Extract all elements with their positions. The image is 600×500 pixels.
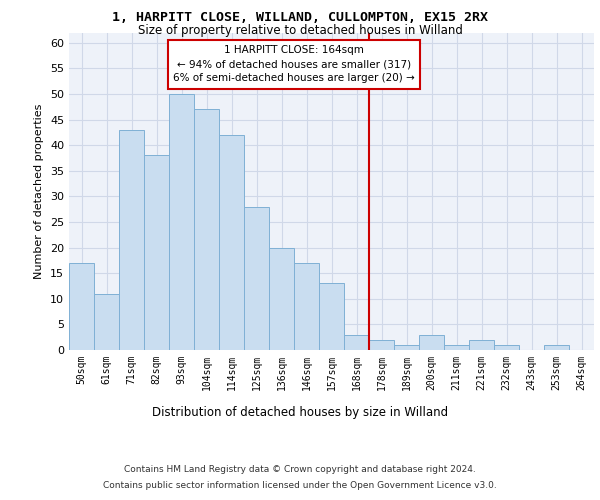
Text: 1 HARPITT CLOSE: 164sqm
← 94% of detached houses are smaller (317)
6% of semi-de: 1 HARPITT CLOSE: 164sqm ← 94% of detache… [173, 46, 415, 84]
Bar [119, 130, 144, 350]
Bar [169, 94, 194, 350]
Bar [244, 206, 269, 350]
Bar [419, 334, 444, 350]
Bar [319, 284, 344, 350]
Bar [144, 156, 169, 350]
Bar [544, 345, 569, 350]
Text: Contains HM Land Registry data © Crown copyright and database right 2024.: Contains HM Land Registry data © Crown c… [124, 464, 476, 473]
Bar [469, 340, 494, 350]
Bar [494, 345, 519, 350]
Bar [69, 263, 94, 350]
Y-axis label: Number of detached properties: Number of detached properties [34, 104, 44, 279]
Bar [444, 345, 469, 350]
Bar [294, 263, 319, 350]
Bar [94, 294, 119, 350]
Bar [219, 135, 244, 350]
Bar [394, 345, 419, 350]
Bar [369, 340, 394, 350]
Text: 1, HARPITT CLOSE, WILLAND, CULLOMPTON, EX15 2RX: 1, HARPITT CLOSE, WILLAND, CULLOMPTON, E… [112, 11, 488, 24]
Bar [344, 334, 369, 350]
Text: Size of property relative to detached houses in Willand: Size of property relative to detached ho… [137, 24, 463, 37]
Bar [269, 248, 294, 350]
Text: Distribution of detached houses by size in Willand: Distribution of detached houses by size … [152, 406, 448, 419]
Text: Contains public sector information licensed under the Open Government Licence v3: Contains public sector information licen… [103, 480, 497, 490]
Bar [194, 110, 219, 350]
